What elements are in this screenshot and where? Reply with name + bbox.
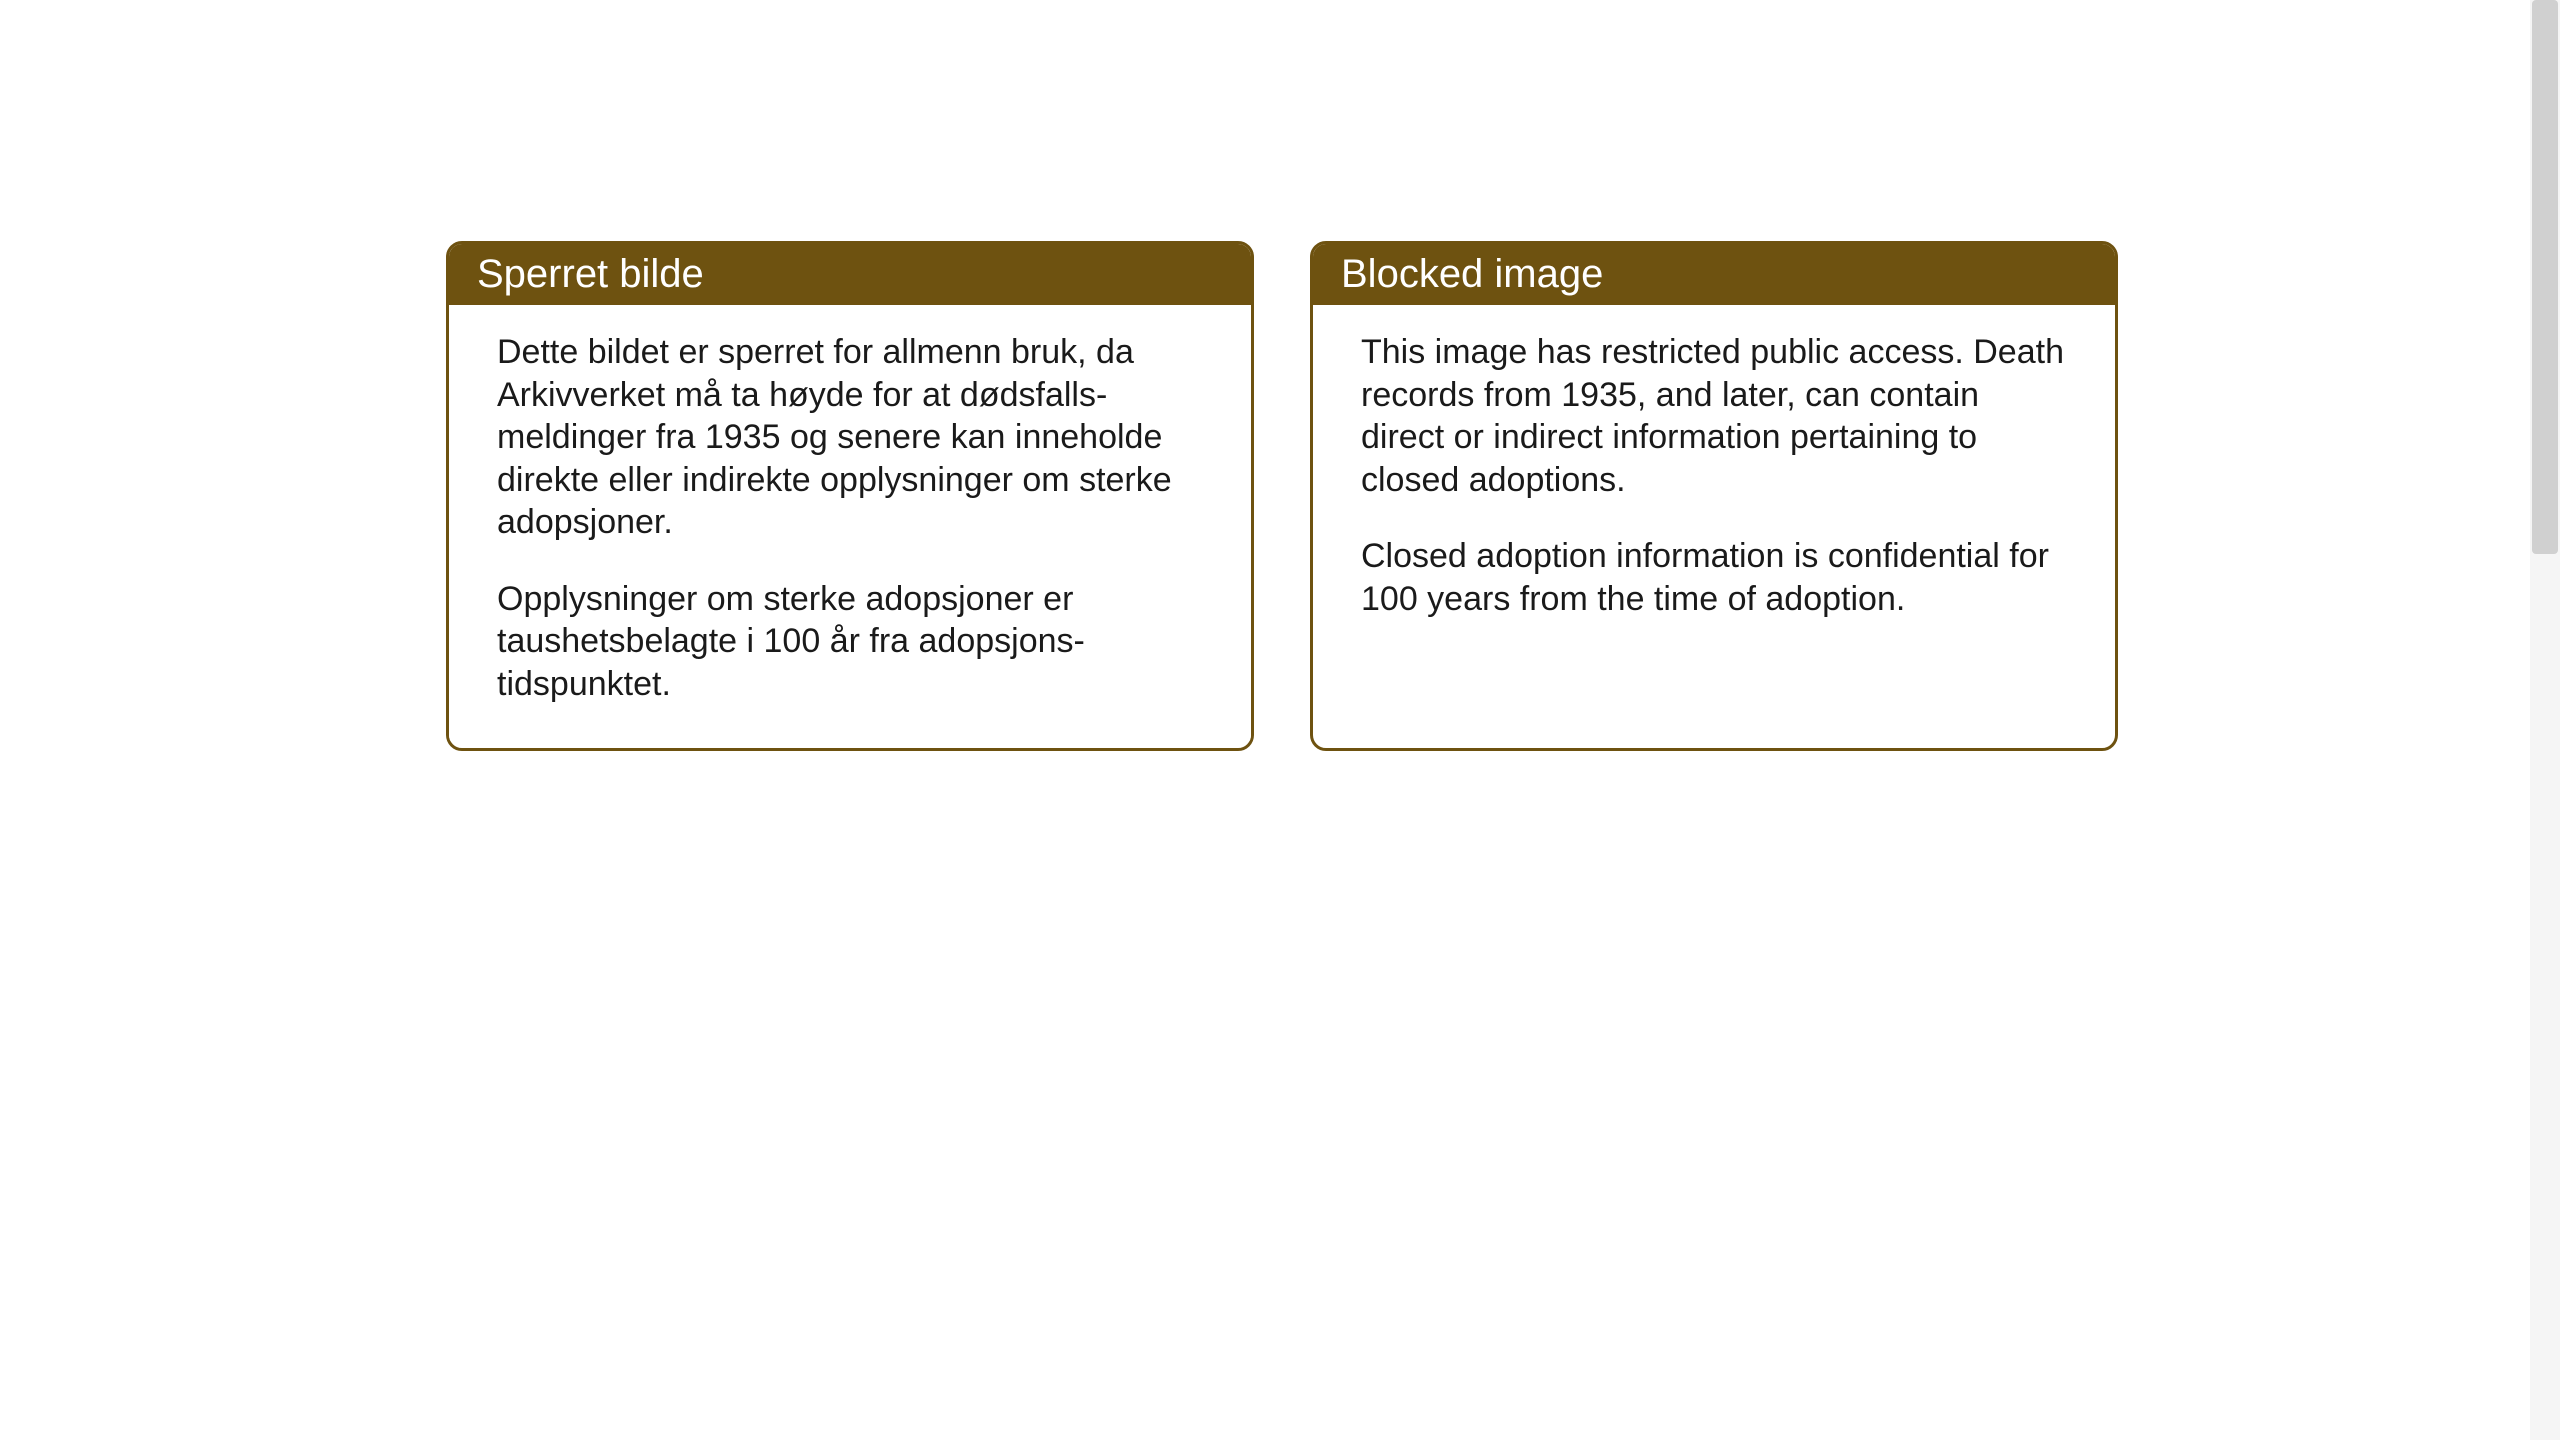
scrollbar-thumb[interactable] [2532, 0, 2558, 554]
card-body-english: This image has restricted public access.… [1313, 305, 2115, 656]
notice-card-norwegian: Sperret bilde Dette bildet er sperret fo… [446, 241, 1254, 751]
notice-card-english: Blocked image This image has restricted … [1310, 241, 2118, 751]
card-title-norwegian: Sperret bilde [477, 252, 704, 296]
card-paragraph-english-2: Closed adoption information is confident… [1361, 535, 2067, 620]
card-paragraph-english-1: This image has restricted public access.… [1361, 331, 2067, 501]
card-title-english: Blocked image [1341, 252, 1603, 296]
scrollbar-track[interactable] [2530, 0, 2560, 1440]
card-paragraph-norwegian-1: Dette bildet er sperret for allmenn bruk… [497, 331, 1203, 544]
card-header-norwegian: Sperret bilde [449, 244, 1251, 305]
card-body-norwegian: Dette bildet er sperret for allmenn bruk… [449, 305, 1251, 741]
notice-container: Sperret bilde Dette bildet er sperret fo… [446, 241, 2118, 751]
card-header-english: Blocked image [1313, 244, 2115, 305]
card-paragraph-norwegian-2: Opplysninger om sterke adopsjoner er tau… [497, 578, 1203, 706]
